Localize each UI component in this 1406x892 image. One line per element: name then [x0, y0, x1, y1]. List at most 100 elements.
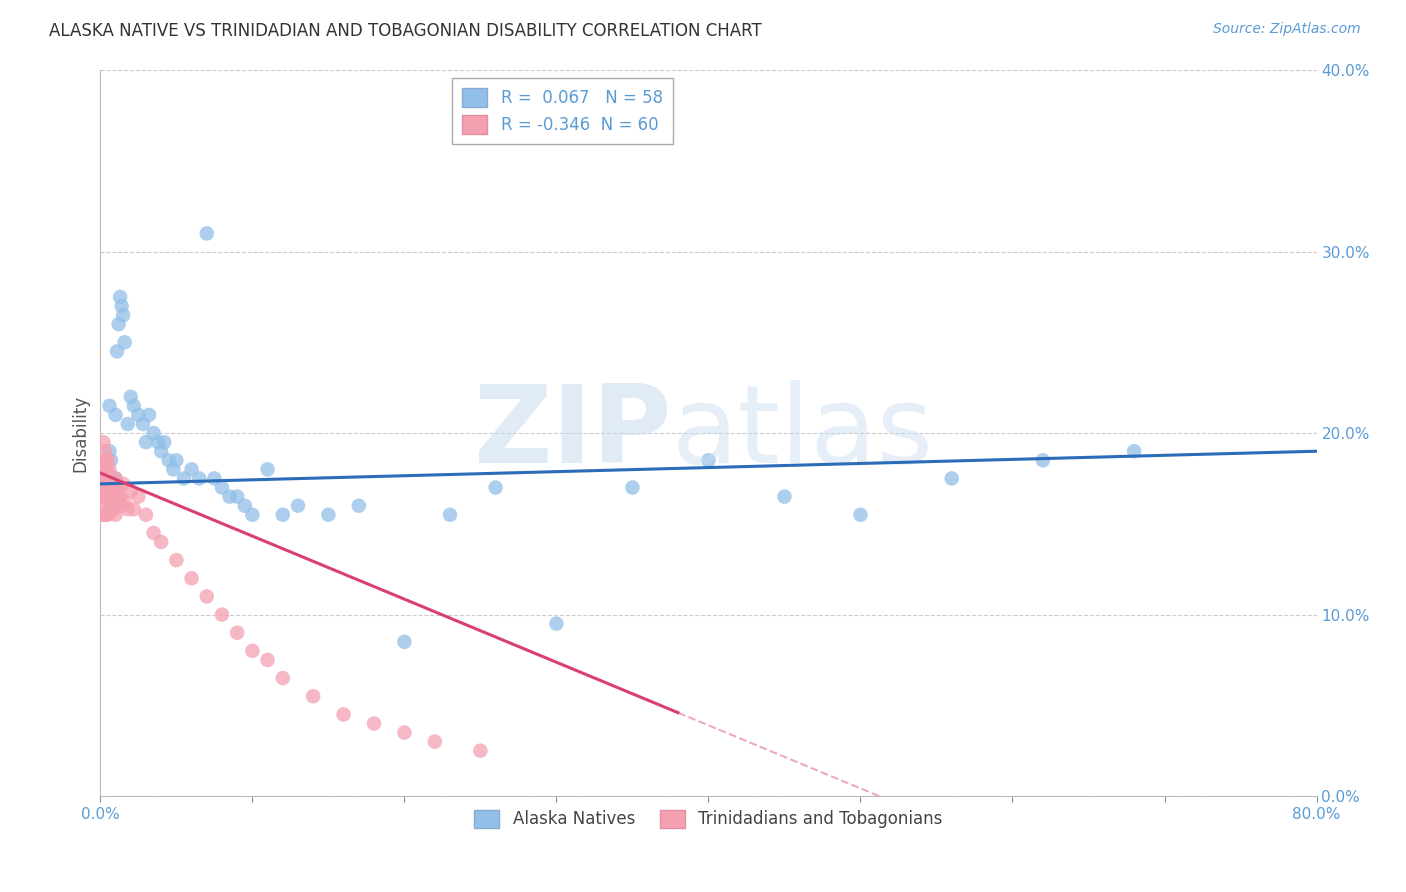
Point [103, 502, 125, 516]
Point [120, 390, 142, 404]
Point [104, 408, 127, 422]
Point [162, 462, 184, 476]
Point [165, 553, 187, 567]
Point [332, 707, 354, 722]
Point [1123, 444, 1146, 458]
Point [546, 616, 568, 631]
Point [697, 453, 720, 467]
Point [93, 471, 115, 485]
Point [127, 408, 149, 422]
Point [271, 508, 294, 522]
Point [104, 471, 127, 485]
Point [173, 471, 195, 485]
Point [101, 490, 124, 504]
Point [233, 499, 256, 513]
Point [138, 408, 160, 422]
Point [180, 571, 202, 585]
Point [100, 484, 122, 499]
Point [101, 476, 124, 491]
Point [94, 508, 117, 522]
Point [104, 508, 127, 522]
Point [211, 481, 233, 495]
Point [100, 471, 122, 485]
Point [112, 308, 135, 322]
Point [93, 453, 115, 467]
Point [104, 490, 127, 504]
Point [157, 453, 180, 467]
Point [150, 535, 173, 549]
Point [98, 462, 121, 476]
Point [240, 644, 263, 658]
Point [849, 508, 872, 522]
Text: ZIP: ZIP [474, 380, 672, 486]
Point [188, 471, 211, 485]
Point [218, 490, 240, 504]
Point [142, 525, 165, 540]
Point [103, 484, 125, 499]
Y-axis label: Disability: Disability [72, 394, 89, 472]
Text: atlas: atlas [672, 380, 934, 486]
Point [105, 344, 128, 359]
Point [394, 725, 416, 739]
Point [105, 484, 128, 499]
Point [100, 471, 122, 485]
Point [122, 502, 145, 516]
Point [122, 399, 145, 413]
Point [318, 508, 340, 522]
Point [226, 625, 249, 640]
Point [98, 399, 121, 413]
Point [104, 471, 127, 485]
Point [142, 426, 165, 441]
Point [114, 495, 136, 509]
Point [97, 466, 120, 480]
Point [101, 471, 124, 485]
Point [363, 716, 385, 731]
Point [96, 471, 118, 485]
Point [111, 299, 134, 313]
Point [111, 499, 134, 513]
Point [287, 499, 309, 513]
Point [165, 453, 187, 467]
Point [132, 417, 155, 431]
Point [120, 484, 142, 499]
Point [100, 502, 122, 516]
Point [256, 653, 278, 667]
Point [153, 435, 176, 450]
Point [621, 481, 644, 495]
Point [195, 590, 218, 604]
Point [256, 462, 278, 476]
Point [202, 471, 225, 485]
Point [1032, 453, 1054, 467]
Text: ALASKA NATIVE VS TRINIDADIAN AND TOBAGONIAN DISABILITY CORRELATION CHART: ALASKA NATIVE VS TRINIDADIAN AND TOBAGON… [49, 22, 762, 40]
Point [97, 453, 120, 467]
Point [941, 471, 963, 485]
Point [240, 508, 263, 522]
Point [302, 690, 325, 704]
Point [485, 481, 508, 495]
Point [117, 502, 139, 516]
Point [96, 499, 118, 513]
Point [94, 444, 117, 458]
Point [101, 495, 124, 509]
Point [347, 499, 370, 513]
Point [195, 227, 218, 241]
Point [146, 435, 169, 450]
Point [135, 435, 157, 450]
Point [97, 481, 120, 495]
Point [98, 495, 121, 509]
Point [90, 471, 112, 485]
Point [94, 466, 117, 480]
Point [226, 490, 249, 504]
Point [94, 481, 117, 495]
Point [127, 490, 149, 504]
Point [394, 635, 416, 649]
Point [93, 490, 115, 504]
Point [150, 444, 173, 458]
Point [180, 462, 202, 476]
Point [97, 484, 120, 499]
Legend: Alaska Natives, Trinidadians and Tobagonians: Alaska Natives, Trinidadians and Tobagon… [468, 803, 949, 835]
Point [108, 290, 131, 304]
Point [112, 476, 135, 491]
Point [423, 734, 446, 748]
Point [97, 508, 120, 522]
